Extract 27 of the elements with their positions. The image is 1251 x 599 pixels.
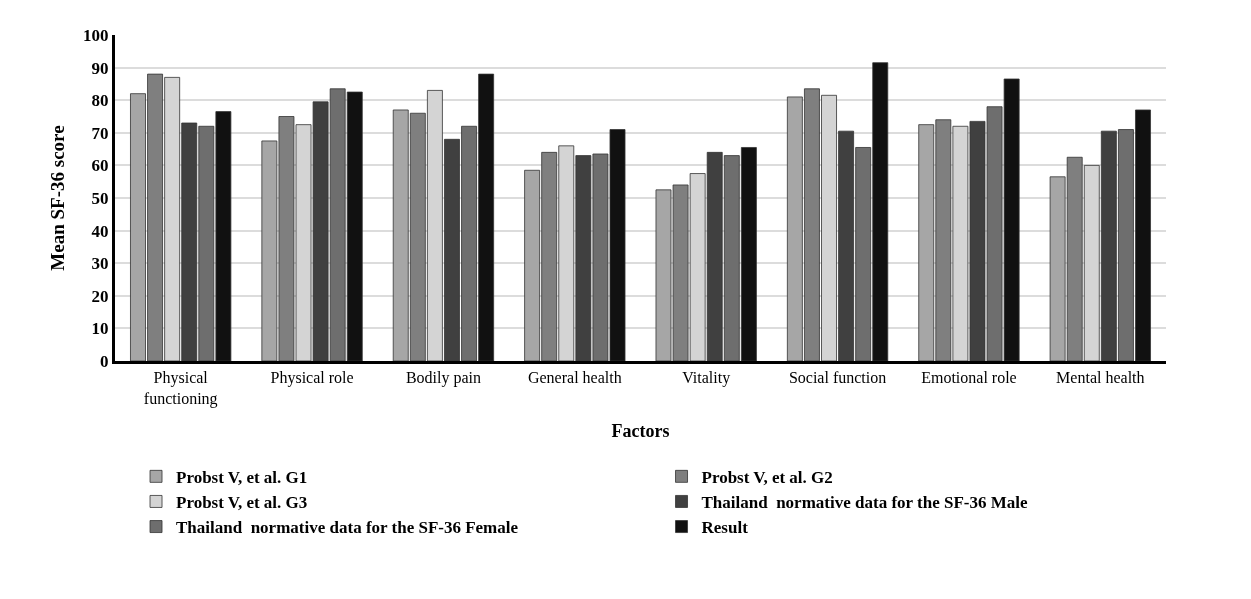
x-tick-label: Social function [788, 369, 887, 387]
legend-label: Probst V, et al. G1 [176, 467, 308, 487]
x-axis-title: Factors [611, 421, 670, 442]
y-tick-label: 60 [91, 156, 109, 176]
y-tick-label: 40 [91, 221, 109, 241]
x-tick-label: Physical role [270, 369, 354, 388]
y-tick-label: 100 [83, 25, 109, 45]
y-tick-label: 90 [91, 58, 109, 78]
x-tick-label: Vitality [682, 369, 731, 388]
x-tick-label: Physical functioning [143, 369, 218, 408]
legend-label: Thailand normative data for the SF-36 Male [701, 493, 1028, 513]
y-tick-label: 80 [91, 91, 109, 111]
legend-label: Thailand normative data for the SF-36 Female [176, 518, 519, 538]
legend-label: Result [701, 518, 749, 538]
y-tick-label: 70 [91, 123, 109, 143]
x-tick-label: Mental health [1056, 369, 1145, 387]
x-tick-label: Emotional role [921, 369, 1017, 387]
y-axis-title: Mean SF-36 score [46, 125, 68, 271]
y-tick-label: 20 [91, 286, 109, 306]
x-tick-label: General health [527, 369, 622, 387]
legend-label: Probst V, et al. G3 [176, 493, 308, 513]
y-tick-label: 0 [100, 351, 109, 371]
y-tick-label: 50 [91, 188, 109, 208]
y-tick-label: 30 [91, 254, 109, 274]
x-tick-label: Bodily pain [405, 369, 481, 388]
legend-label: Probst V, et al. G2 [701, 467, 833, 487]
y-tick-label: 10 [91, 319, 109, 339]
